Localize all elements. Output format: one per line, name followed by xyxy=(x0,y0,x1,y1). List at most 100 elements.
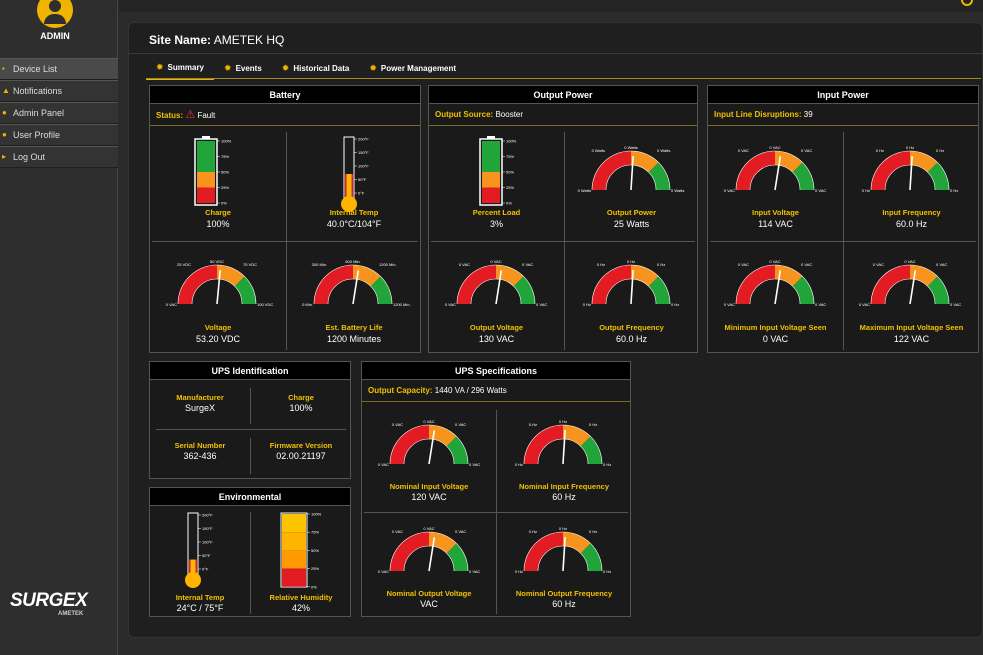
gauge-tick-label: 0 VAC xyxy=(936,262,947,267)
user-avatar-icon[interactable] xyxy=(37,0,73,28)
nom-in-freq-value: 60 Hz xyxy=(552,492,576,502)
sidebar-item-admin-panel[interactable]: ● Admin Panel xyxy=(0,102,118,124)
gauge-tick-label: 50 VDC xyxy=(210,259,224,264)
voltage-value: 53.20 VDC xyxy=(195,334,241,344)
gauge-tick-label: 0 VAC xyxy=(490,259,501,264)
min-voltage-label: Minimum Input Voltage Seen xyxy=(724,323,827,332)
gauge-tick-label: 300 Min. xyxy=(312,262,327,267)
tab-label: Events xyxy=(235,64,262,73)
sidebar-item-notifications[interactable]: ▲ Notifications xyxy=(0,80,118,102)
panel-title: Input Power xyxy=(708,86,978,104)
tab-events[interactable]: ✹ Events xyxy=(214,59,272,80)
gauge-tick-label: 75 VDC xyxy=(243,262,257,267)
gauge-tick-label: 100 VDC xyxy=(257,302,273,307)
battery-voltage-gauge: 0 VAC 25 VDC 50 VDC 75 VDC 100 VDC xyxy=(158,250,276,319)
gauge-tick-label: 0 Hz xyxy=(559,419,567,424)
thermometer-gauge: 200°F 150°F 100°F 50°F 0°F xyxy=(341,136,369,212)
charge-cell: 100% 75% 50% 25% 0% Charge 100% xyxy=(150,128,286,240)
out-voltage-label: Output Voltage xyxy=(469,323,524,332)
gauge-needle xyxy=(630,156,634,191)
humidity-cell: 100% 75% 50% 25% 0% Relative Humidity 42% xyxy=(250,506,352,618)
gauge-tick-label: 1200 Min. xyxy=(393,302,411,307)
gauge-dial: 0 Hz 0 Hz 0 Hz 0 Hz 0 Hz xyxy=(515,526,611,574)
gauge-tick-label: 0 Watts xyxy=(578,188,591,193)
gauge-segment xyxy=(927,162,949,191)
gauge-tick-label: 0 VAC xyxy=(455,529,466,534)
gauge-needle xyxy=(909,270,917,305)
thermometer-bulb xyxy=(341,196,357,212)
tab-power-management[interactable]: ✹ Power Management xyxy=(359,59,466,80)
environmental-panel: Environmental 200°F 150°F 100°F 50°F 0°F Int… xyxy=(149,487,351,617)
gauge-tick-label: 0 VAC xyxy=(423,419,434,424)
env-temp-value: 24°C / 75°F xyxy=(176,603,224,613)
output-voltage-cell: 0 VAC 0 VAC 0 VAC 0 VAC 0 VAC Output Voltage… xyxy=(429,242,564,354)
gauge-tick-label: 75% xyxy=(506,154,514,159)
panel-title: UPS Identification xyxy=(150,362,350,380)
sidebar-item-label: User Profile xyxy=(13,130,61,140)
source-label: Output Source: xyxy=(435,110,494,119)
gauge-segment xyxy=(390,425,430,465)
firmware-label: Firmware Version xyxy=(269,441,333,450)
gauge-tick-label: 50% xyxy=(506,170,514,175)
battery-panel: Battery Status: ⚠ Fault 100% 75% 50% 25% 0% … xyxy=(149,85,421,353)
sidebar-item-device-list[interactable]: ▪ Device List xyxy=(0,58,118,80)
gauge-tick-label: 0 VAC xyxy=(378,462,389,467)
admin-icon: ● xyxy=(2,108,7,117)
gauge-needle xyxy=(562,430,566,465)
gauge-tick-label: 0 Hz xyxy=(671,302,679,307)
max-voltage-label: Maximum Input Voltage Seen xyxy=(859,323,964,332)
sidebar-item-label: Device List xyxy=(13,64,58,74)
input-power-min-voltage-gauge: 0 VAC 0 VAC 0 VAC 0 VAC 0 VAC xyxy=(716,250,834,319)
power-value: 25 Watts xyxy=(613,219,650,229)
gauge-tick-label: 0 Hz xyxy=(603,462,611,467)
humidity-value: 42% xyxy=(291,603,310,613)
nom-in-voltage-value: 120 VAC xyxy=(411,492,447,502)
surgex-logo: SURGEX AMETEK xyxy=(10,590,110,617)
logo-subtext: AMETEK xyxy=(58,611,84,617)
gauge-dial: 0 VAC 25 VDC 50 VDC 75 VDC 100 VDC xyxy=(166,259,274,307)
gauge-tick-label: 50% xyxy=(221,170,229,175)
battery-life-cell: 0 Min. 300 Min. 600 Min. 1200 Min. 1200 Min.… xyxy=(286,242,422,354)
gauge-dial: 0 Hz 0 Hz 0 Hz 0 Hz 0 Hz xyxy=(862,145,958,193)
gauge-segment xyxy=(446,543,468,572)
gauge-needle xyxy=(774,270,782,305)
battery-life-gauge: 0 Min. 300 Min. 600 Min. 1200 Min. 1200 Min. xyxy=(294,250,412,319)
humidity-level-segment xyxy=(282,514,306,533)
humidity-level-segment xyxy=(282,532,306,551)
battery-status: Status: ⚠ Fault xyxy=(150,104,420,126)
gauge-segment xyxy=(370,276,392,305)
sidebar-item-log-out[interactable]: ▸ Log Out xyxy=(0,146,118,168)
gauge-segment xyxy=(648,162,670,191)
environmental-temp-gauge: 200°F 150°F 100°F 50°F 0°F xyxy=(184,512,228,597)
nominal-input-voltage-cell: 0 VAC 0 VAC 0 VAC 0 VAC 0 VAC Nominal Input … xyxy=(362,406,496,510)
load-label: Percent Load xyxy=(472,208,521,217)
gauge-segment xyxy=(927,276,949,305)
gauge-tick-label: 0 VAC xyxy=(815,188,826,193)
percent-load-cell: 100% 75% 50% 25% 0% Percent Load 3% xyxy=(429,128,564,240)
tab-historical-data[interactable]: ✹ Historical Data xyxy=(272,59,360,80)
bell-icon: ▲ xyxy=(2,86,10,95)
gauge-segment xyxy=(774,151,803,173)
input-power-panel: Input Power Input Line Disruptions: 39 0… xyxy=(707,85,979,353)
gauge-tick-label: 50°F xyxy=(358,177,367,182)
gauge-segment xyxy=(736,265,776,305)
gauge-segment xyxy=(909,265,938,287)
status-dot-icon[interactable] xyxy=(961,0,973,6)
in-freq-value: 60.0 Hz xyxy=(895,219,928,229)
gauge-tick-label: 0 VAC xyxy=(769,145,780,150)
gauge-tick-label: 0 VAC xyxy=(738,262,749,267)
gauge-tick-label: 0 VAC xyxy=(455,422,466,427)
nom-out-freq-label: Nominal Output Frequency xyxy=(515,589,613,598)
gauge-tick-label: 0% xyxy=(311,584,317,589)
env-temp-cell: 200°F 150°F 100°F 50°F 0°F Internal Temp 24°… xyxy=(150,506,250,618)
sidebar-item-user-profile[interactable]: ● User Profile xyxy=(0,124,118,146)
gauge-tick-label: 200°F xyxy=(358,137,369,142)
humidity-level-segment xyxy=(282,550,306,569)
gauge-segment xyxy=(216,265,245,287)
gauge-dial: 0 VAC 0 VAC 0 VAC 0 VAC 0 VAC xyxy=(378,419,481,467)
gauge-tick-label: 100% xyxy=(311,512,322,517)
humidity-level-segment xyxy=(282,568,306,587)
user-icon: ● xyxy=(2,130,7,139)
tab-summary[interactable]: ✹ Summary xyxy=(146,59,215,80)
gauge-tick-label: 0 VAC xyxy=(801,262,812,267)
